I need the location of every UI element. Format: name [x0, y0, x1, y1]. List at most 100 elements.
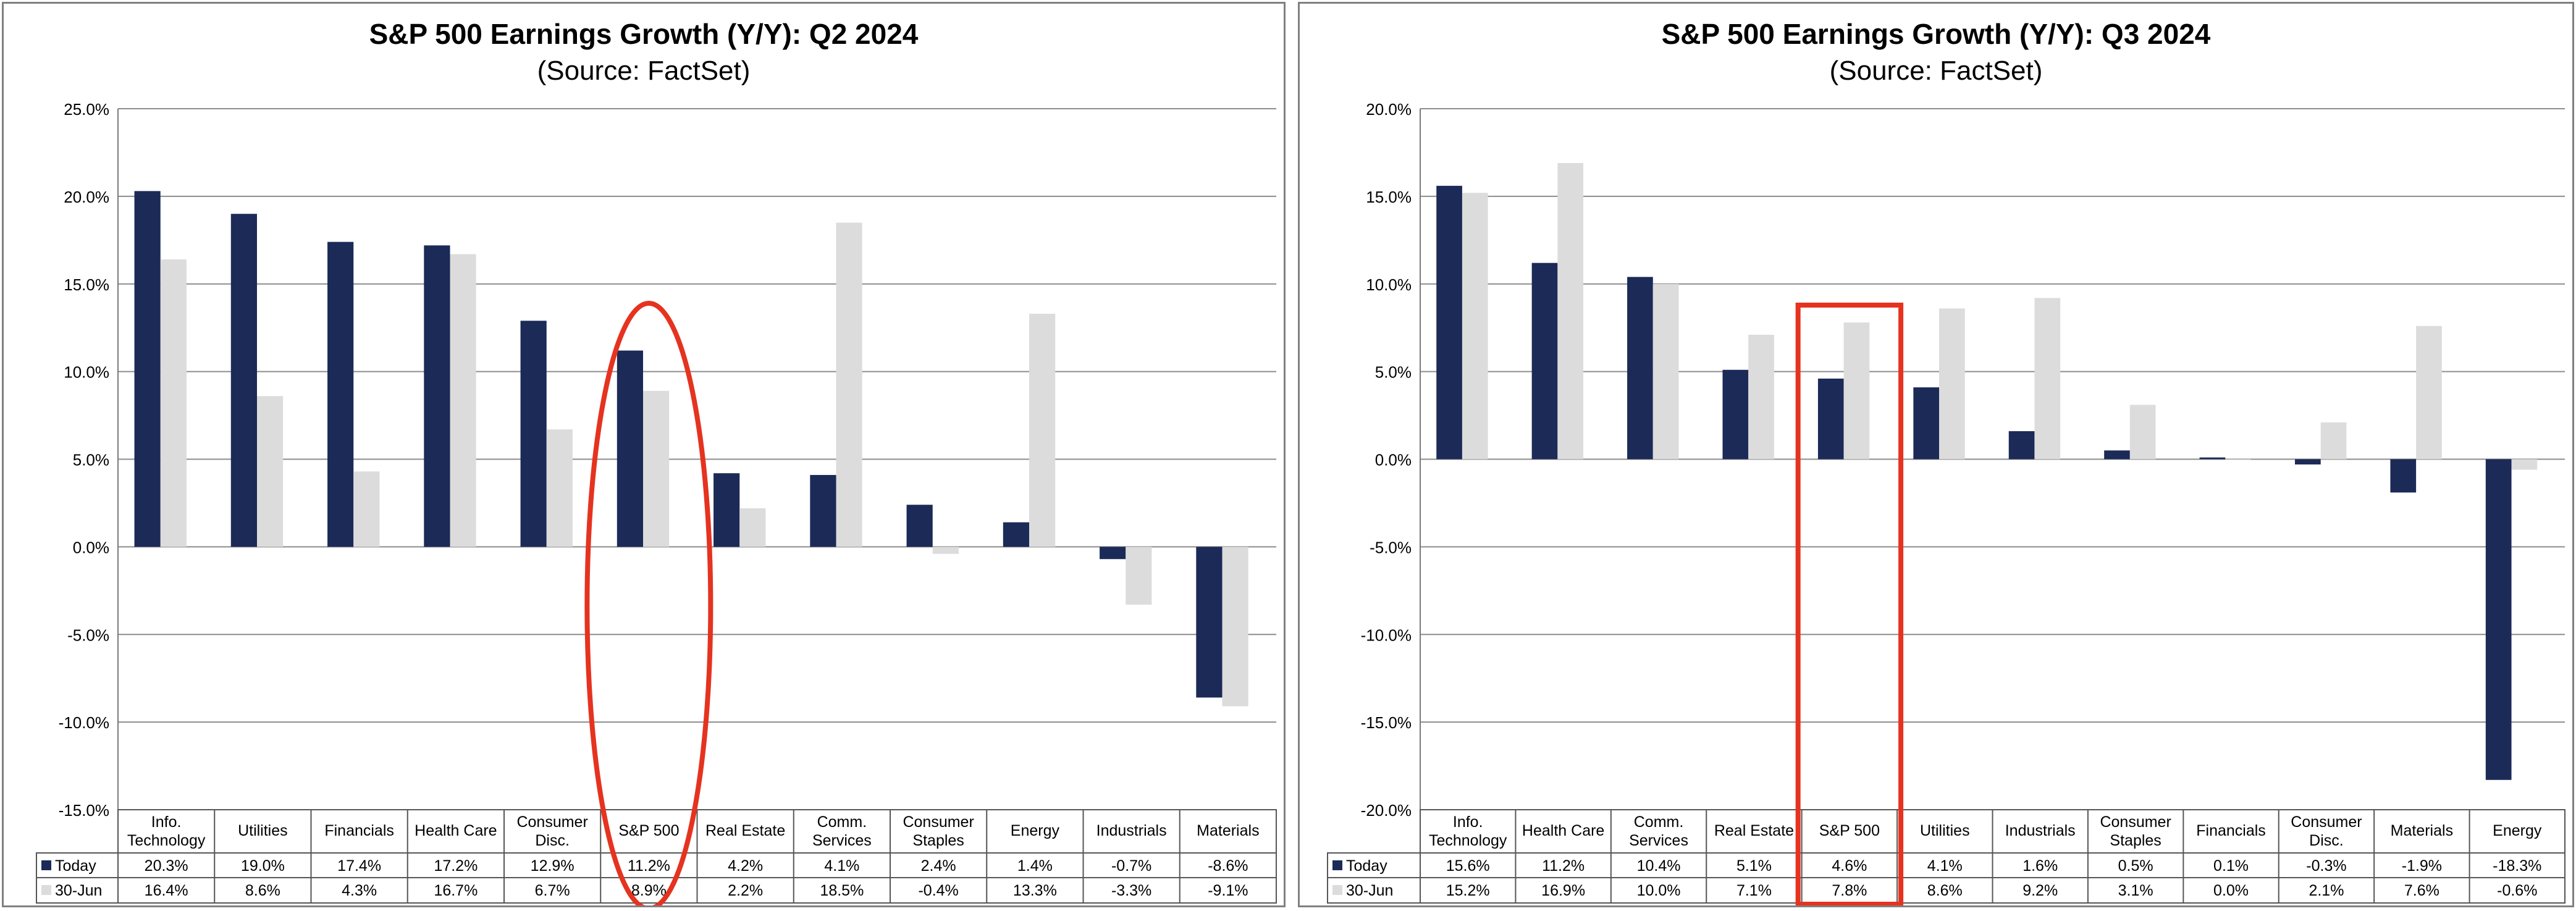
category-label-line: Services [1629, 832, 1688, 849]
category-label: Energy [2493, 822, 2542, 839]
value-label-today: -18.3% [2493, 857, 2541, 875]
category-label: Real Estate [1714, 822, 1794, 839]
value-label-30-jun: 10.0% [1637, 882, 1681, 899]
category-label: Consumer Disc. [2291, 813, 2362, 849]
category-label: Health Care [415, 822, 497, 839]
category-label-line: Energy [1011, 822, 1060, 839]
value-label-today: 2.4% [921, 857, 956, 875]
bar-today [520, 321, 547, 547]
y-tick-label: 5.0% [73, 451, 109, 469]
category-label: Energy [1011, 822, 1060, 839]
category-label-line: Comm. [817, 813, 867, 831]
bar-today [2295, 459, 2321, 465]
category-label-line: Info. [1453, 813, 1483, 831]
value-label-30-jun: 2.1% [2309, 882, 2344, 899]
legend-label-today: Today [55, 857, 96, 875]
bar-today [134, 191, 161, 547]
bar-today [327, 241, 354, 547]
category-label-line: Staples [912, 832, 964, 849]
category-label-line: S&P 500 [1819, 822, 1880, 839]
y-tick-label: 15.0% [1366, 188, 1412, 206]
bar-30-jun [1462, 193, 1488, 460]
bar-today [1196, 547, 1223, 698]
bar-30-jun [643, 390, 670, 547]
value-label-30-jun: 7.6% [2404, 882, 2439, 899]
bar-30-jun [2034, 298, 2061, 460]
category-label: Info. Technology [1429, 813, 1507, 849]
category-label: S&P 500 [1819, 822, 1880, 839]
bar-30-jun [836, 222, 862, 547]
bar-30-jun [739, 508, 766, 547]
bar-30-jun [1652, 283, 1679, 460]
category-label-line: Financials [324, 822, 394, 839]
value-label-today: 1.4% [1017, 857, 1053, 875]
bar-30-jun [1843, 322, 1870, 460]
bar-30-jun [1029, 313, 1056, 547]
value-label-today: 4.1% [824, 857, 859, 875]
value-label-today: 11.2% [1542, 857, 1585, 875]
chart-title: S&P 500 Earnings Growth (Y/Y): Q2 2024 [369, 18, 919, 50]
category-label-line: Services [812, 832, 872, 849]
category-label-line: Health Care [1522, 822, 1604, 839]
bar-today [713, 473, 740, 547]
value-label-today: 10.4% [1637, 857, 1681, 875]
y-tick-label: -5.0% [1370, 538, 1412, 556]
category-label: Financials [324, 822, 394, 839]
bar-today [2008, 431, 2035, 460]
category-label-line: Materials [1197, 822, 1259, 839]
highlight-rectangle [1795, 303, 1904, 905]
y-tick-label: 20.0% [64, 188, 109, 206]
legend-label-today: Today [1346, 857, 1387, 875]
category-label-line: S&P 500 [618, 822, 679, 839]
chart-panel-q3: S&P 500 Earnings Growth (Y/Y): Q3 2024 (… [1298, 2, 2574, 907]
value-label-30-jun: 8.6% [1927, 882, 1963, 899]
bar-30-jun [2511, 459, 2538, 470]
y-tick-label: -15.0% [1361, 713, 1412, 732]
category-label-line: Consumer [903, 813, 974, 831]
chart-subtitle: (Source: FactSet) [1829, 56, 2043, 86]
value-label-30-jun: 13.3% [1013, 882, 1057, 899]
bar-30-jun [353, 471, 380, 547]
y-tick-label: 0.0% [1375, 451, 1412, 469]
category-label-line: Disc. [2309, 832, 2344, 849]
legend-swatch-today [1332, 860, 1342, 870]
bar-today [2199, 457, 2226, 460]
value-label-30-jun: -3.3% [1111, 882, 1151, 899]
value-label-today: 1.6% [2022, 857, 2058, 875]
bar-30-jun [2225, 459, 2251, 460]
category-label: Consumer Staples [903, 813, 974, 849]
bar-today [424, 245, 450, 547]
category-label: Utilities [1920, 822, 1970, 839]
category-label: Industrials [2005, 822, 2076, 839]
bar-30-jun [2129, 405, 2156, 460]
bar-today [1817, 378, 1844, 460]
value-label-30-jun: -9.1% [1208, 882, 1248, 899]
chart-q3-earnings-growth: 20.0% 15.0% 10.0% 5.0% 0.0% -5.0% -10.0% -15.0%… [1327, 100, 2565, 905]
legend-label-30-jun: 30-Jun [1346, 882, 1393, 899]
category-label-line: Industrials [2005, 822, 2076, 839]
value-label-today: 15.6% [1446, 857, 1490, 875]
bar-today [1913, 387, 1940, 460]
value-label-today: 19.0% [241, 857, 285, 875]
bar-30-jun [1222, 547, 1248, 707]
bar-30-jun [932, 547, 959, 554]
y-tick-label: 10.0% [64, 363, 109, 382]
value-label-30-jun: 0.0% [2213, 882, 2249, 899]
category-label: Materials [2391, 822, 2453, 839]
bar-today [1531, 262, 1558, 460]
highlight-ellipse [584, 301, 713, 905]
category-label: Consumer Staples [2100, 813, 2171, 849]
category-label: Real Estate [705, 822, 785, 839]
value-label-30-jun: 16.4% [145, 882, 188, 899]
value-label-30-jun: 18.5% [820, 882, 864, 899]
bar-today [230, 214, 257, 547]
value-label-today: 0.5% [2118, 857, 2153, 875]
value-label-30-jun: 6.7% [535, 882, 570, 899]
bar-today [1722, 369, 1749, 460]
y-tick-label: 25.0% [64, 100, 109, 119]
category-label: Consumer Disc. [516, 813, 587, 849]
value-label-30-jun: 9.2% [2022, 882, 2058, 899]
bar-30-jun [1748, 335, 1774, 460]
value-label-30-jun: 8.9% [631, 882, 667, 899]
category-label: Info. Technology [127, 813, 206, 849]
